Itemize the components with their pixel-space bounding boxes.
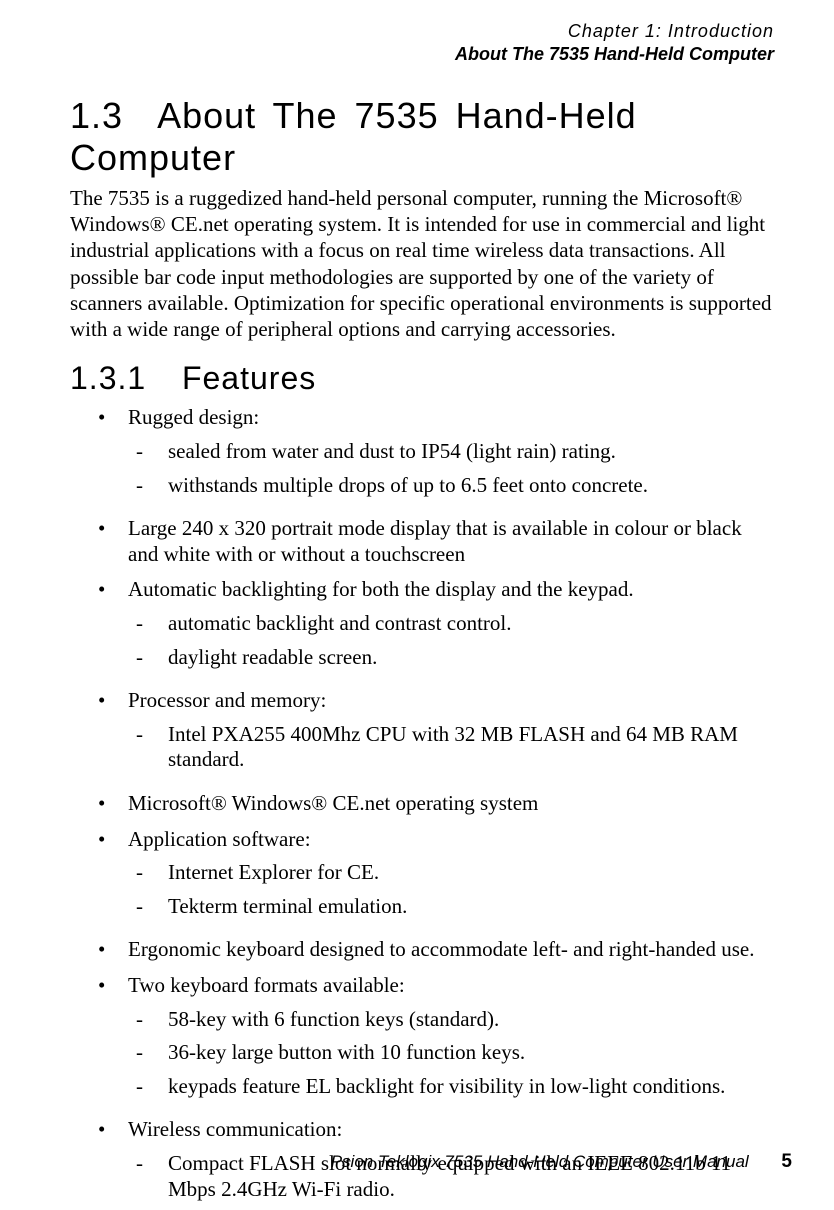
feature-subitem: -daylight readable screen.	[128, 645, 774, 671]
subsection-number: 1.3.1	[70, 360, 146, 396]
features-list: •Rugged design:-sealed from water and du…	[70, 405, 774, 1210]
feature-text: Processor and memory:	[128, 688, 774, 714]
subsection-title: Features	[182, 360, 316, 396]
bullet-icon: •	[98, 827, 128, 928]
feature-text: Two keyboard formats available:	[128, 973, 774, 999]
feature-subtext: daylight readable screen.	[168, 645, 774, 671]
feature-item: •Two keyboard formats available:-58-key …	[70, 973, 774, 1107]
feature-content: Two keyboard formats available:-58-key w…	[128, 973, 774, 1107]
feature-text: Large 240 x 320 portrait mode display th…	[128, 516, 774, 567]
feature-content: Automatic backlighting for both the disp…	[128, 577, 774, 678]
feature-subitem: -Tekterm terminal emulation.	[128, 894, 774, 920]
chapter-subtitle: About The 7535 Hand-Held Computer	[70, 43, 774, 66]
bullet-icon: •	[98, 937, 128, 963]
footer-text: Psion Teklogix 7535 Hand-Held Computer U…	[331, 1152, 749, 1171]
feature-subitem: -sealed from water and dust to IP54 (lig…	[128, 439, 774, 465]
feature-item: •Rugged design: -sealed from water and du…	[70, 405, 774, 506]
dash-icon: -	[136, 1007, 168, 1033]
dash-icon: -	[136, 645, 168, 671]
section-intro: The 7535 is a ruggedized hand-held perso…	[70, 185, 774, 343]
feature-subitem: -Intel PXA255 400Mhz CPU with 32 MB FLAS…	[128, 722, 774, 773]
dash-icon: -	[136, 894, 168, 920]
feature-subitem: -36-key large button with 10 function ke…	[128, 1040, 774, 1066]
feature-subitem: -Internet Explorer for CE.	[128, 860, 774, 886]
feature-subtext: keypads feature EL backlight for visibil…	[168, 1074, 774, 1100]
dash-icon: -	[136, 722, 168, 773]
feature-sublist: -58-key with 6 function keys (standard).…	[128, 1007, 774, 1100]
bullet-icon: •	[98, 791, 128, 817]
feature-subtext: Tekterm terminal emulation.	[168, 894, 774, 920]
subsection-heading: 1.3.1 Features	[70, 360, 774, 397]
feature-content: Application software: -Internet Explorer …	[128, 827, 774, 928]
feature-text: Rugged design:	[128, 405, 774, 431]
feature-text: Ergonomic keyboard designed to accommoda…	[128, 937, 774, 963]
dash-icon: -	[136, 611, 168, 637]
page-header: Chapter 1: Introduction About The 7535 H…	[70, 20, 774, 67]
feature-item: •Automatic backlighting for both the dis…	[70, 577, 774, 678]
bullet-icon: •	[98, 405, 128, 506]
chapter-label: Chapter 1: Introduction	[70, 20, 774, 43]
bullet-icon: •	[98, 1117, 128, 1210]
dash-icon: -	[136, 1074, 168, 1100]
feature-subtext: Intel PXA255 400Mhz CPU with 32 MB FLASH…	[168, 722, 774, 773]
feature-sublist: -Intel PXA255 400Mhz CPU with 32 MB FLAS…	[128, 722, 774, 773]
feature-subitem: -keypads feature EL backlight for visibi…	[128, 1074, 774, 1100]
bullet-icon: •	[98, 973, 128, 1107]
feature-subtext: 36-key large button with 10 function key…	[168, 1040, 774, 1066]
feature-item: •Processor and memory: -Intel PXA255 400M…	[70, 688, 774, 781]
feature-subtext: sealed from water and dust to IP54 (ligh…	[168, 439, 774, 465]
dash-icon: -	[136, 1151, 168, 1202]
feature-subitem: -withstands multiple drops of up to 6.5 …	[128, 473, 774, 499]
section-number: 1.3	[70, 95, 123, 136]
feature-text: Wireless communication:	[128, 1117, 774, 1143]
bullet-icon: •	[98, 688, 128, 781]
dash-icon: -	[136, 1040, 168, 1066]
feature-text: Application software:	[128, 827, 774, 853]
feature-item: •Large 240 x 320 portrait mode display t…	[70, 516, 774, 567]
bullet-icon: •	[98, 577, 128, 678]
feature-content: Large 240 x 320 portrait mode display th…	[128, 516, 774, 567]
feature-subitem: -58-key with 6 function keys (standard).	[128, 1007, 774, 1033]
page-number: 5	[781, 1151, 792, 1172]
feature-item: •Ergonomic keyboard designed to accommod…	[70, 937, 774, 963]
dash-icon: -	[136, 473, 168, 499]
feature-subitem: -automatic backlight and contrast contro…	[128, 611, 774, 637]
feature-sublist: -automatic backlight and contrast contro…	[128, 611, 774, 670]
feature-subtext: automatic backlight and contrast control…	[168, 611, 774, 637]
feature-item: •Application software: -Internet Explorer…	[70, 827, 774, 928]
feature-sublist: -sealed from water and dust to IP54 (lig…	[128, 439, 774, 498]
dash-icon: -	[136, 860, 168, 886]
page-footer: Psion Teklogix 7535 Hand-Held Computer U…	[331, 1151, 792, 1173]
feature-content: Rugged design: -sealed from water and dus…	[128, 405, 774, 506]
bullet-icon: •	[98, 516, 128, 567]
feature-text: Microsoft® Windows® CE.net operating sys…	[128, 791, 774, 817]
feature-subtext: 58-key with 6 function keys (standard).	[168, 1007, 774, 1033]
feature-sublist: -Internet Explorer for CE.-Tekterm termi…	[128, 860, 774, 919]
feature-item: •Microsoft® Windows® CE.net operating sy…	[70, 791, 774, 817]
feature-subtext: Internet Explorer for CE.	[168, 860, 774, 886]
feature-content: Processor and memory: -Intel PXA255 400Mh…	[128, 688, 774, 781]
section-title: About The 7535 Hand-Held Computer	[70, 95, 637, 178]
feature-subtext: withstands multiple drops of up to 6.5 f…	[168, 473, 774, 499]
feature-text: Automatic backlighting for both the disp…	[128, 577, 774, 603]
feature-content: Microsoft® Windows® CE.net operating sys…	[128, 791, 774, 817]
dash-icon: -	[136, 439, 168, 465]
feature-content: Ergonomic keyboard designed to accommoda…	[128, 937, 774, 963]
section-heading: 1.3 About The 7535 Hand-Held Computer	[70, 95, 774, 179]
